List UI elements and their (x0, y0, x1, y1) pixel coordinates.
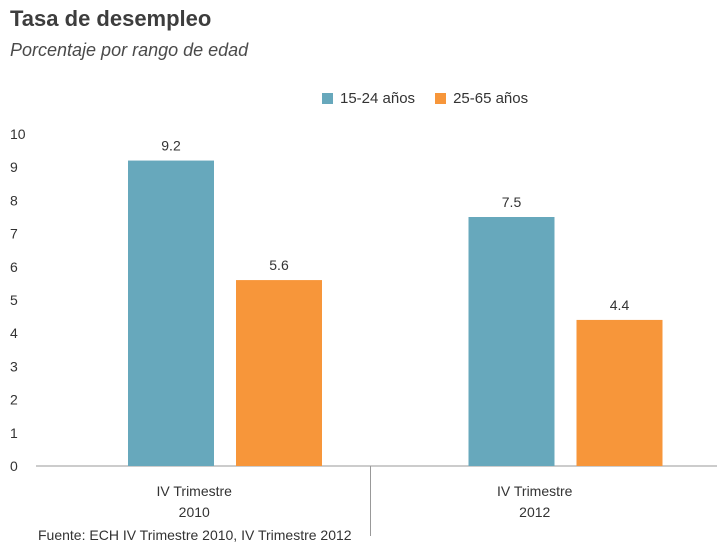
legend: 15-24 años 25-65 años (322, 90, 548, 107)
data-label-1-series-2: 5.6 (269, 257, 289, 273)
legend-label-series-2: 25-65 años (453, 90, 529, 107)
y-tick-label-4: 4 (10, 325, 18, 341)
legend-item-series-1: 15-24 años (322, 90, 415, 107)
source-note: Fuente: ECH IV Trimestre 2010, IV Trimes… (38, 527, 352, 543)
category-label-2-line-2: 2012 (519, 504, 550, 520)
y-tick-label-0: 0 (10, 458, 18, 474)
y-tick-label-1: 1 (10, 425, 18, 441)
legend-swatch-series-2 (435, 93, 447, 104)
y-tick-label-5: 5 (10, 292, 18, 308)
y-tick-label-7: 7 (10, 226, 18, 242)
data-label-2-series-1: 7.5 (502, 194, 522, 210)
category-label-1-line-2: 2010 (179, 504, 210, 520)
y-tick-label-9: 9 (10, 159, 18, 175)
y-tick-label-10: 10 (10, 126, 26, 142)
category-label-1-line-1: IV Trimestre (157, 483, 233, 499)
legend-swatch-series-1 (322, 93, 333, 104)
bar-2-series-1 (468, 217, 555, 466)
bar-1-series-1 (128, 160, 214, 466)
data-label-1-series-1: 9.2 (161, 138, 181, 154)
bar-1-series-2 (236, 280, 322, 466)
category-label-2-line-1: IV Trimestre (497, 483, 573, 499)
y-tick-label-6: 6 (10, 259, 18, 275)
y-tick-label-3: 3 (10, 358, 18, 374)
chart-title: Tasa de desempleo (10, 6, 212, 31)
chart-subtitle: Porcentaje por rango de edad (10, 40, 249, 60)
legend-item-series-2: 25-65 años (435, 90, 528, 107)
bar-2-series-2 (576, 319, 663, 466)
data-label-2-series-2: 4.4 (610, 297, 630, 313)
y-tick-label-8: 8 (10, 192, 18, 208)
legend-label-series-1: 15-24 años (340, 90, 416, 107)
y-tick-label-2: 2 (10, 392, 18, 408)
